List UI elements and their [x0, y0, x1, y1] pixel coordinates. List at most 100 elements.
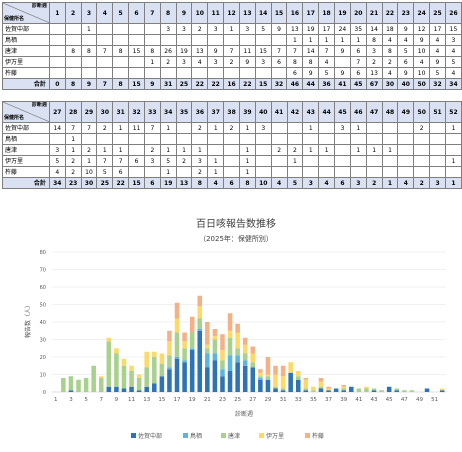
count-cell: 7: [286, 45, 304, 57]
count-cell: [128, 23, 145, 35]
count-cell: 10: [413, 67, 431, 79]
week-header-cell: 3: [80, 2, 98, 24]
count-cell: 7: [349, 56, 367, 68]
bar-segment: [318, 388, 324, 392]
x-tick-label: 17: [174, 397, 181, 403]
bar-segment: [258, 379, 263, 392]
week-header-cell: 41: [270, 101, 288, 123]
bar-segment: [371, 388, 377, 391]
bar-segment: [220, 360, 225, 370]
count-cell: [191, 133, 209, 145]
count-cell: [444, 144, 462, 156]
count-cell: 1: [239, 166, 256, 178]
total-cell: 4: [207, 177, 225, 189]
total-cell: 46: [286, 78, 304, 90]
week-header-cell: 34: [159, 101, 177, 123]
corner-district-label: 保健所名: [4, 115, 25, 121]
district-name: 杵藤: [2, 67, 50, 79]
bar-segment: [152, 383, 157, 392]
week-header-cell: 46: [349, 101, 367, 123]
count-cell: 2: [80, 144, 98, 156]
district-name: 佐賀中部: [2, 122, 50, 134]
total-cell: 32: [270, 78, 288, 90]
bar-segment: [144, 367, 149, 387]
count-cell: [112, 34, 130, 46]
total-cell: 34: [48, 177, 66, 189]
count-cell: [112, 133, 130, 145]
count-cell: [429, 144, 446, 156]
week-header-cell: 23: [397, 2, 415, 24]
bar-segment: [91, 365, 96, 392]
bar-segment: [341, 390, 346, 392]
bar-segment: [288, 362, 293, 373]
count-cell: [96, 133, 114, 145]
count-cell: 6: [286, 67, 304, 79]
count-cell: 2: [64, 155, 82, 167]
bar-segment: [356, 388, 362, 392]
count-cell: [143, 166, 161, 178]
count-cell: [365, 122, 383, 134]
count-cell: [159, 34, 177, 46]
count-cell: 7: [96, 155, 114, 167]
count-cell: [397, 144, 415, 156]
bar-segment: [227, 337, 233, 356]
x-tick-label: 39: [340, 397, 347, 403]
week-header-row: 診断週 保健所名 1 2 3 4 5 6 7 8 9 10 11 12 13 14 15 16 17 18 19 20 21…: [2, 2, 462, 24]
count-cell: [365, 155, 383, 167]
count-cell: 9: [302, 67, 320, 79]
week-header-cell: 48: [381, 101, 399, 123]
count-cell: 2: [64, 166, 82, 178]
week-header-cell: 30: [96, 101, 114, 123]
total-cell: 30: [80, 177, 98, 189]
count-cell: 2: [191, 122, 209, 134]
count-cell: 2: [175, 155, 193, 167]
count-cell: 5: [318, 67, 335, 79]
count-cell: [223, 133, 240, 145]
count-cell: [48, 45, 66, 57]
count-cell: [254, 144, 272, 156]
bar-segment: [121, 358, 127, 366]
bar-segment: [235, 362, 240, 392]
count-cell: 13: [286, 23, 304, 35]
district-row: 唐津 3 1 2 1 1 2 1 1 1 1 2 2 1 1 1 1 1: [2, 144, 462, 156]
total-cell: 40: [397, 78, 415, 90]
bar-segment: [106, 386, 112, 392]
week-header-cell: 17: [302, 2, 320, 24]
week-header-cell: 38: [223, 101, 240, 123]
week-header-cell: 39: [239, 101, 256, 123]
count-cell: 2: [96, 122, 114, 134]
count-cell: 6: [112, 166, 130, 178]
count-cell: 1: [239, 122, 256, 134]
bar-segment: [394, 388, 400, 391]
bar-segment: [311, 390, 316, 392]
count-cell: [96, 34, 114, 46]
legend-swatch: [221, 433, 226, 438]
district-name: 唐津: [2, 45, 50, 57]
count-cell: [413, 133, 431, 145]
count-cell: 3: [238, 23, 256, 35]
district-row: 杵藤 6 9 5 9 6 13 4 9 10 5 4: [2, 67, 462, 79]
week-header-cell: 4: [96, 2, 114, 24]
count-cell: 3: [175, 56, 193, 68]
bar-segment: [174, 302, 180, 319]
bar-segment: [273, 388, 278, 392]
x-axis-label: 診断週: [235, 410, 253, 418]
week-header-cell: 15: [270, 2, 288, 24]
week-header-cell: 10: [191, 2, 209, 24]
bar-segment: [98, 376, 104, 378]
count-cell: [334, 133, 351, 145]
x-tick-label: 47: [401, 397, 408, 403]
bar-segment: [121, 365, 127, 389]
week-header-cell: 9: [175, 2, 193, 24]
bar-segment: [83, 378, 89, 392]
stacked-bar-chart: 百日咳報告数推移 （2025年：保健所別） 報告数（人） 診断週 0 10 20 30…: [24, 217, 446, 440]
legend-swatch: [305, 433, 310, 438]
bar-segment: [409, 390, 415, 392]
count-cell: [334, 166, 351, 178]
count-cell: 7: [96, 45, 114, 57]
count-cell: [128, 144, 145, 156]
total-cell: 8: [112, 78, 130, 90]
count-cell: 1: [159, 122, 177, 134]
total-cell: 15: [128, 78, 145, 90]
count-cell: 1: [333, 34, 351, 46]
